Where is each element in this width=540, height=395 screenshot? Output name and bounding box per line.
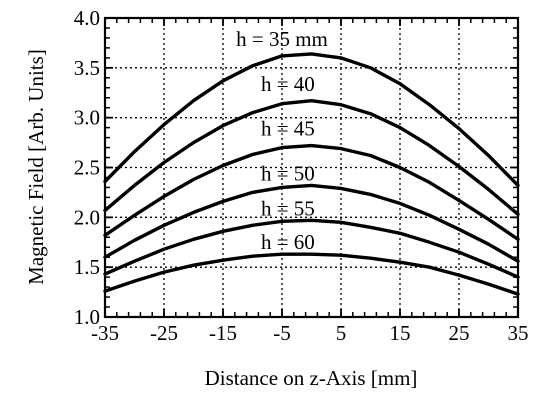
x-tick-label: -15 bbox=[209, 321, 237, 345]
y-tick-label: 1.0 bbox=[74, 305, 100, 329]
x-tick-label: 35 bbox=[508, 321, 529, 345]
y-tick-label: 2.0 bbox=[74, 205, 100, 229]
curve-label: h = 55 bbox=[261, 196, 315, 220]
curves bbox=[103, 52, 520, 296]
y-tick-label: 3.0 bbox=[74, 106, 100, 130]
curve-series bbox=[103, 218, 520, 279]
curve-series bbox=[103, 98, 520, 217]
curve-series bbox=[103, 252, 520, 296]
x-tick-labels: -35 -25 -15 -5 5 15 25 35 bbox=[91, 321, 529, 345]
curve-label: h = 60 bbox=[261, 230, 315, 254]
y-tick-label: 2.5 bbox=[74, 156, 100, 180]
curve-label: h = 35 mm bbox=[236, 27, 328, 51]
curve-label: h = 40 bbox=[261, 72, 315, 96]
y-tick-labels: 1.0 1.5 2.0 2.5 3.0 3.5 4.0 bbox=[74, 6, 100, 329]
axis-ticks bbox=[104, 17, 519, 318]
x-tick-label: 5 bbox=[336, 321, 347, 345]
x-tick-label: 15 bbox=[390, 321, 411, 345]
x-tick-label: -25 bbox=[150, 321, 178, 345]
curve-label: h = 45 bbox=[261, 117, 315, 141]
y-tick-label: 1.5 bbox=[74, 255, 100, 279]
x-tick-label: -5 bbox=[273, 321, 291, 345]
x-tick-label: 25 bbox=[449, 321, 470, 345]
curve-labels: h = 35 mm h = 40 h = 45 h = 50 h = 55 h = 60 bbox=[236, 27, 328, 254]
curve-label: h = 50 bbox=[261, 161, 315, 185]
grid bbox=[105, 18, 518, 317]
x-axis-label: Distance on z-Axis [mm] bbox=[205, 366, 418, 390]
curve-series bbox=[103, 183, 520, 263]
y-tick-label: 3.5 bbox=[74, 56, 100, 80]
y-axis-label: Magnetic Field [Arb. Units] bbox=[24, 49, 48, 285]
x-tick-label: -35 bbox=[91, 321, 119, 345]
curve-series bbox=[103, 52, 520, 188]
y-tick-label: 4.0 bbox=[74, 6, 100, 30]
curve-series bbox=[103, 143, 520, 242]
